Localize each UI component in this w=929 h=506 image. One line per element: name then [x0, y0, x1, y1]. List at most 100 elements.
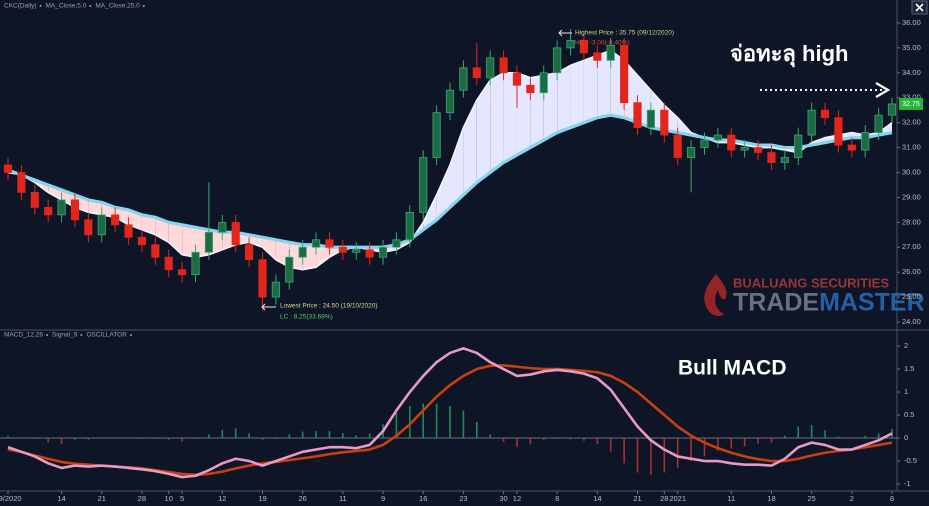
oscillator-bar: [717, 438, 719, 451]
oscillator-bar: [409, 405, 411, 439]
oscillator-bar: [422, 403, 425, 439]
last-price-box: [899, 97, 923, 110]
candle-body: [258, 259, 267, 298]
watermark-logo: [704, 274, 727, 317]
ma-fill: [450, 127, 464, 208]
oscillator-bar: [47, 438, 49, 443]
candle-body: [566, 39, 575, 49]
candle-body: [526, 84, 535, 94]
oscillator-bar: [851, 438, 853, 439]
candle-body: [137, 236, 147, 246]
oscillator-bar: [623, 438, 625, 464]
watermark-company: BUALUANG SECURITIES: [733, 275, 889, 290]
legend-separator: [46, 334, 49, 336]
oscillator-bar: [315, 431, 317, 439]
x-tick-label: 21: [98, 494, 106, 503]
oscillator-bar: [221, 429, 224, 439]
oscillator-bar: [355, 435, 358, 439]
ma-fill: [570, 60, 584, 128]
candle-body: [17, 172, 26, 193]
oscillator-bar: [234, 428, 237, 439]
y-tick-label: 31.00: [902, 143, 921, 152]
annotation-arrow: [261, 303, 276, 311]
ma-fill: [557, 65, 571, 133]
x-tick-label: 12: [513, 494, 521, 503]
plot-area: 24.00 25.00 26.00 27.00 28.00 29.00 30.00 31.00…: [0, 3, 923, 503]
oscillator-bar: [502, 438, 505, 442]
oscillator-bar: [703, 438, 706, 457]
oscillator-bar: [663, 438, 666, 473]
oscillator-bar: [770, 438, 773, 443]
ma-fill: [168, 222, 183, 255]
candle-body: [311, 239, 321, 248]
watermark: BUALUANG SECURITIES TRADE MASTER: [704, 274, 925, 317]
legend-text: MACD_12,26: [4, 332, 43, 339]
y-tick-label: 0.5: [904, 410, 914, 419]
candle-body: [271, 281, 280, 298]
oscillator-bar: [301, 431, 304, 439]
oscillator-bar: [368, 433, 371, 439]
oscillator-bar: [167, 438, 170, 440]
annotation-text: LC : 8.25(33.68%): [280, 314, 333, 321]
candle-body: [231, 221, 240, 246]
candle-body: [218, 221, 227, 233]
ma-fill: [316, 244, 330, 268]
close-button[interactable]: [911, 0, 928, 15]
oscillator-bar: [194, 438, 197, 439]
y-tick-label: 33.00: [902, 93, 921, 102]
oscillator-bar: [757, 438, 759, 444]
y-tick-label: 0: [904, 433, 908, 442]
ma-fill: [490, 72, 504, 173]
candle-body: [539, 72, 548, 94]
oscillator-bar: [395, 412, 398, 439]
candle-body: [807, 109, 816, 136]
candle-body: [419, 157, 428, 213]
candle-body: [338, 246, 347, 253]
ma-fill: [141, 214, 156, 235]
legend-text: MA_Close,5.0: [46, 3, 87, 10]
oscillator-bar: [797, 426, 800, 439]
candle-body: [459, 67, 468, 91]
x-tick-label: 26: [298, 494, 306, 503]
watermark-brand: MASTER: [819, 289, 925, 317]
oscillator-bar: [690, 438, 692, 462]
x-tick-label: 21: [633, 494, 641, 503]
x-tick-label: 14: [57, 494, 65, 503]
legend-separator: [142, 5, 145, 7]
oscillator-bar: [569, 438, 572, 440]
oscillator-bar: [609, 438, 612, 452]
oscillator-bar: [127, 438, 130, 439]
oscillator-bar: [342, 432, 344, 439]
candle-body: [365, 249, 374, 258]
candle-body: [713, 134, 722, 141]
oscillator-bar: [208, 434, 210, 439]
highest-annotation: Highest Price : 35.75 (09/12/2020) HC : …: [558, 29, 674, 47]
x-tick-label: 2: [850, 494, 854, 503]
ma-fill: [115, 207, 129, 225]
y-tick-label: 25.00: [902, 292, 921, 301]
oscillator-bar: [435, 403, 438, 439]
oscillator-bar: [529, 438, 532, 445]
annotation-arrow: [558, 29, 572, 37]
oscillator-bar: [60, 438, 63, 445]
oscillator-bar: [181, 438, 183, 442]
oscillator-bar: [261, 438, 264, 441]
oscillator-bar: [837, 436, 840, 439]
candle-body: [298, 246, 307, 258]
ma-fill: [503, 72, 517, 163]
oscillator-bar: [20, 438, 23, 439]
candle-body: [700, 139, 709, 148]
x-tick-label: 9: [381, 494, 385, 503]
candle-body: [285, 256, 294, 283]
candle-body: [687, 147, 696, 158]
candle-body: [834, 117, 843, 146]
candle-body: [633, 102, 642, 129]
candle-body: [673, 134, 682, 158]
candle-body: [794, 134, 803, 158]
y-tick-label: 26.00: [902, 267, 921, 276]
close-icon[interactable]: [915, 3, 924, 12]
candle-body: [70, 199, 80, 221]
oscillator-bar: [676, 438, 679, 468]
candle-body: [593, 52, 602, 61]
candle-body: [861, 132, 870, 151]
